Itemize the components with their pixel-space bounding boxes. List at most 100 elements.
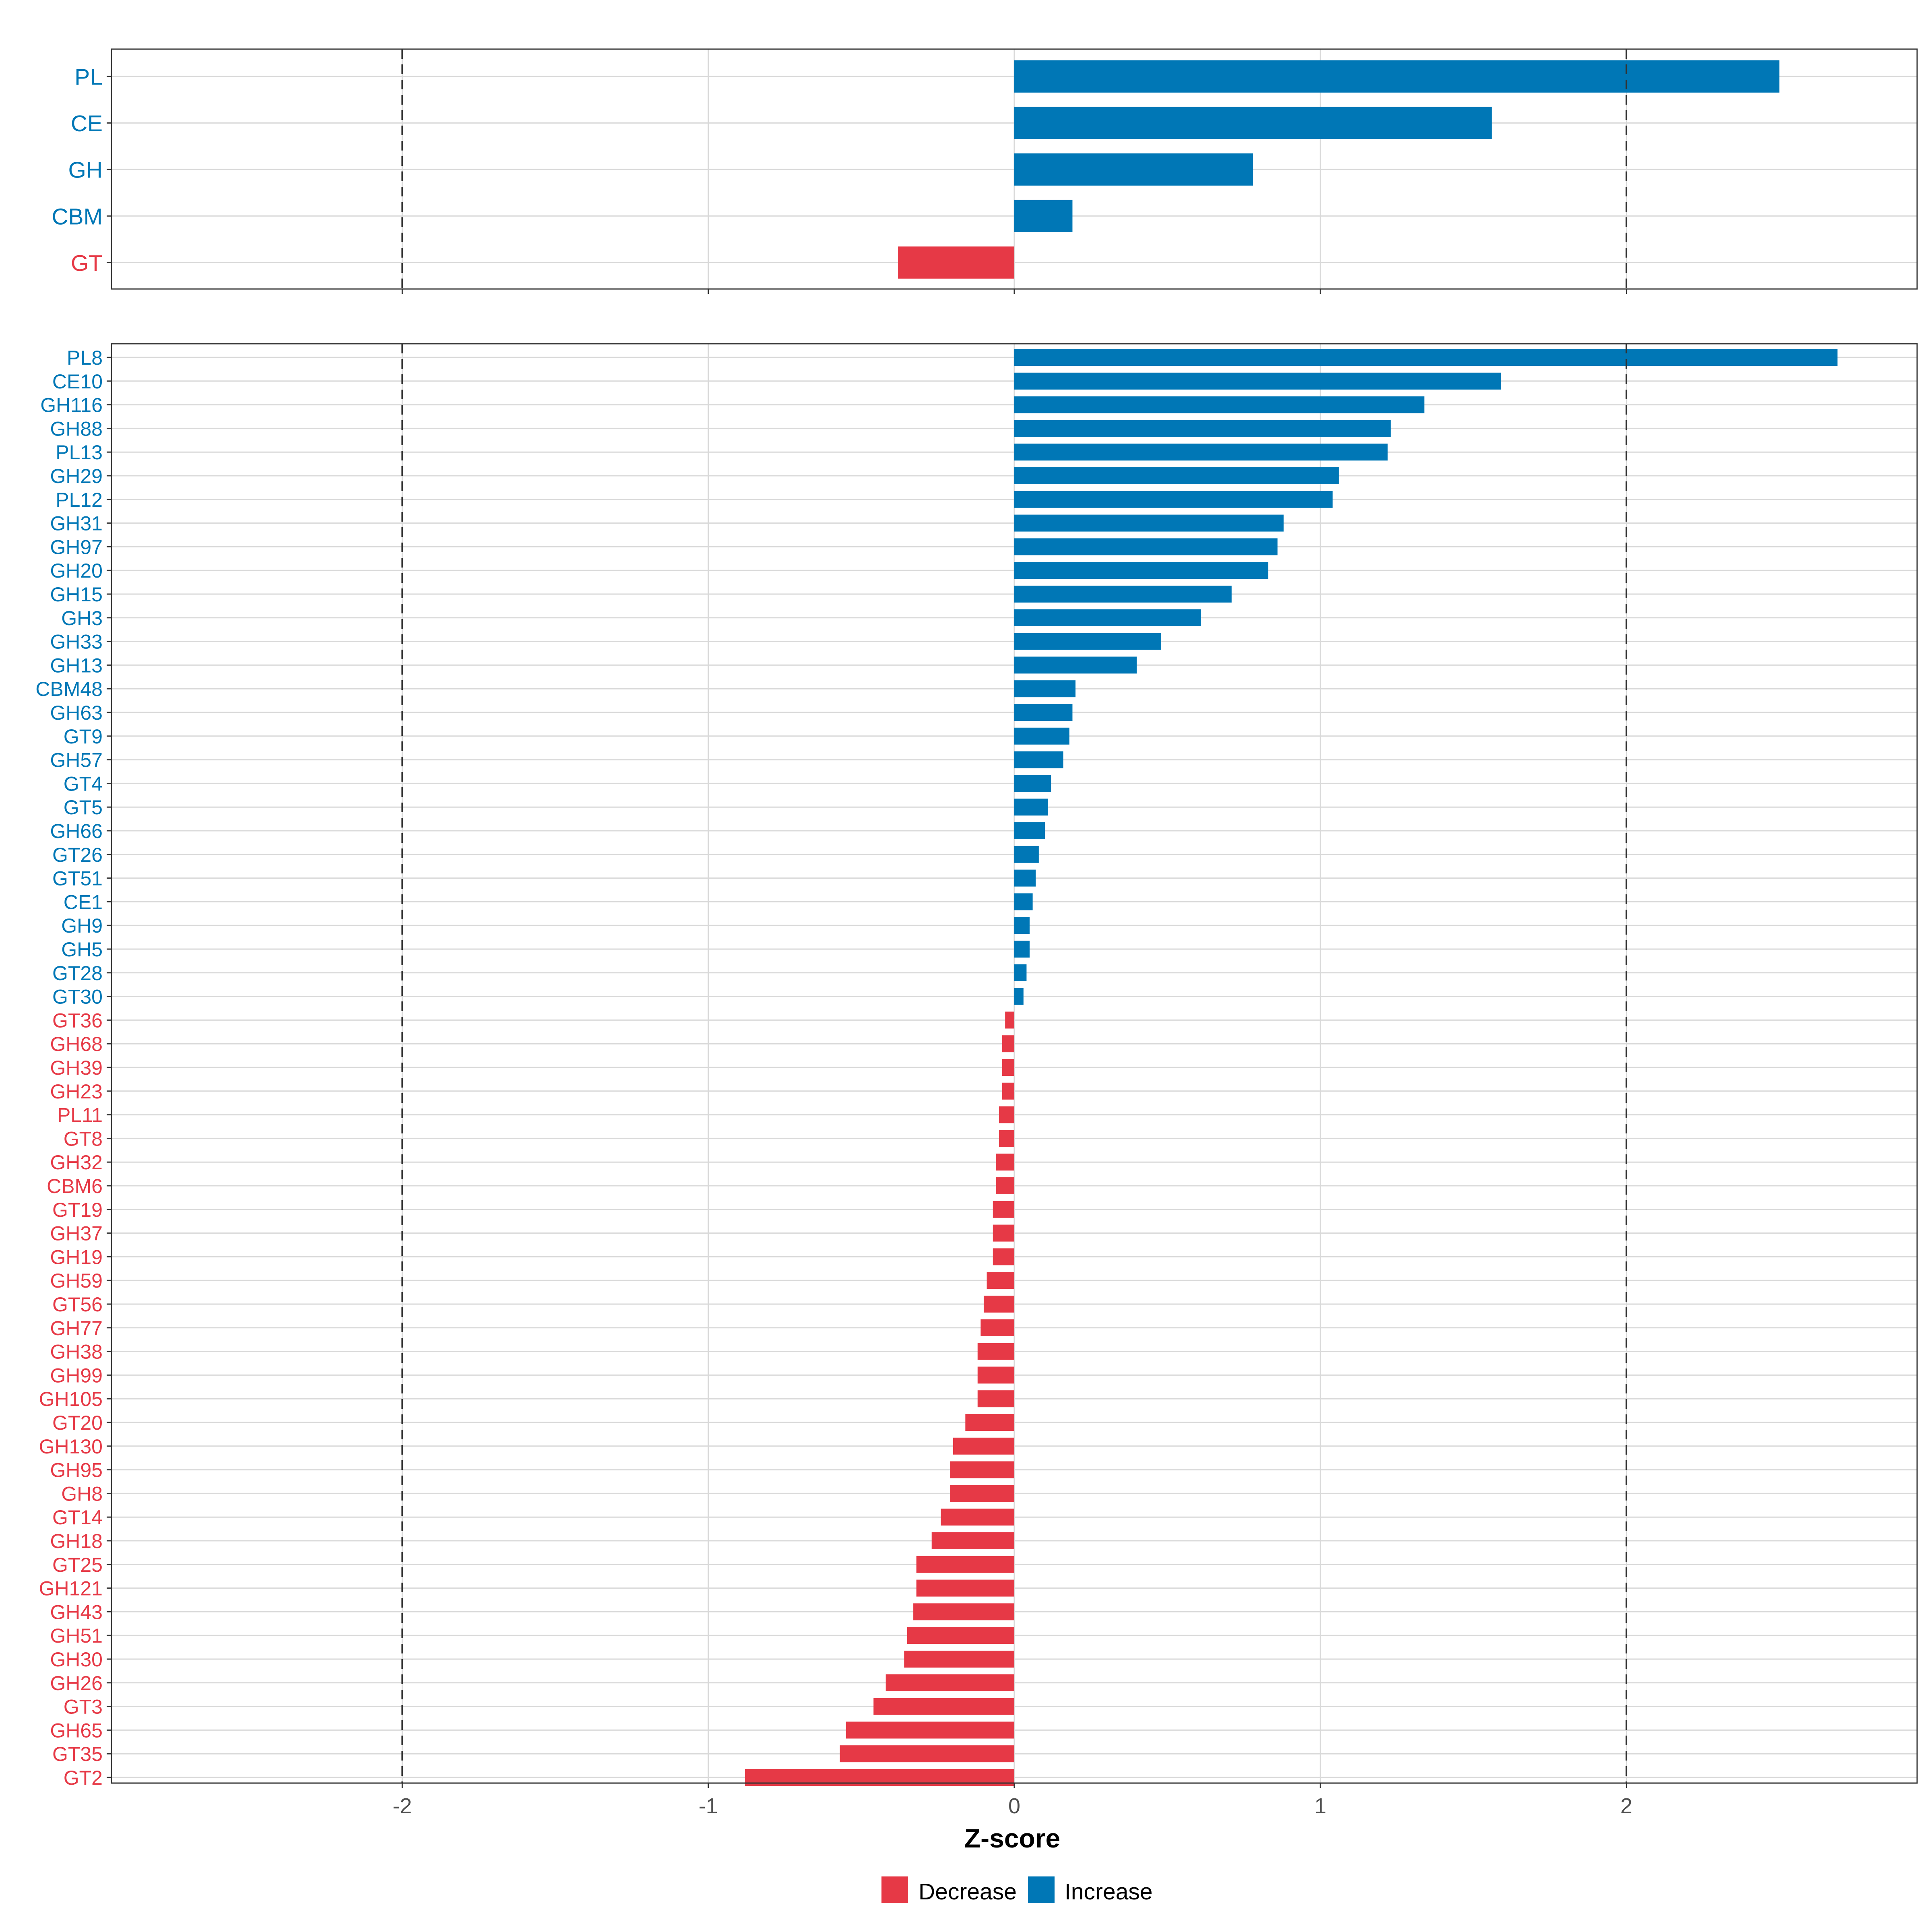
top-category-label: CE (71, 111, 103, 136)
x-tick-label: 2 (1620, 1794, 1633, 1818)
top-bar (1014, 107, 1492, 139)
bottom-category-label: GH5 (61, 938, 103, 961)
top-category-label: GH (68, 157, 103, 183)
bottom-category-label: CE10 (52, 370, 103, 393)
bottom-category-label: CE1 (64, 891, 103, 913)
bottom-bar (840, 1745, 1014, 1763)
bottom-bar (1002, 1082, 1014, 1100)
bottom-bar (1014, 562, 1269, 579)
bottom-panel: PL8CE10GH116GH88PL13GH29PL12GH31GH97GH20… (35, 343, 1918, 1789)
bottom-bar (953, 1437, 1014, 1455)
x-tick-label: -1 (699, 1794, 718, 1818)
bottom-bar (916, 1556, 1014, 1573)
top-panel: PL CE GH CBM GT (52, 48, 1918, 294)
bottom-bar (1014, 491, 1333, 508)
bottom-bar (996, 1154, 1014, 1171)
bottom-bar (1014, 822, 1045, 839)
bottom-bar (950, 1461, 1014, 1478)
x-tick-label: 0 (1008, 1794, 1020, 1818)
bottom-category-label: GH130 (39, 1435, 103, 1458)
bottom-category-label: GT19 (52, 1199, 103, 1221)
bottom-bar (1014, 704, 1073, 721)
bottom-bar (987, 1272, 1014, 1289)
bottom-category-label: GT25 (52, 1554, 103, 1576)
bottom-bar (846, 1721, 1014, 1739)
bottom-category-label: GT8 (64, 1127, 103, 1150)
bottom-category-label: GH57 (50, 749, 103, 772)
x-axis-label: Z-score (964, 1823, 1060, 1853)
bottom-bar (886, 1674, 1014, 1691)
bottom-category-label: CBM48 (35, 678, 103, 700)
bottom-category-label: GT3 (64, 1696, 103, 1718)
legend-label-increase: Increase (1065, 1879, 1153, 1905)
bottom-category-label: GH19 (50, 1246, 103, 1268)
bottom-bar (931, 1532, 1014, 1549)
bottom-bar (1014, 964, 1027, 981)
bottom-bar (983, 1296, 1014, 1313)
bottom-bar (977, 1366, 1014, 1384)
x-tick-label: -2 (392, 1794, 412, 1818)
bottom-category-label: GH9 (61, 914, 103, 937)
bottom-category-label: GH33 (50, 631, 103, 653)
bottom-bar (1014, 609, 1201, 626)
bottom-bar (1014, 680, 1076, 698)
bottom-bar (941, 1509, 1014, 1526)
bottom-category-label: GH77 (50, 1317, 103, 1340)
bottom-category-label: GT30 (52, 986, 103, 1008)
bottom-bar (1014, 941, 1030, 958)
bottom-bar (999, 1106, 1014, 1123)
bottom-bar (1014, 917, 1030, 934)
top-category-label: CBM (52, 204, 103, 229)
bottom-category-label: GH13 (50, 654, 103, 677)
bottom-bar (1014, 775, 1051, 792)
bottom-category-label: GH20 (50, 559, 103, 582)
bottom-bar (1014, 633, 1161, 650)
bottom-category-label: GH68 (50, 1033, 103, 1055)
bottom-category-label: PL8 (67, 347, 103, 369)
bottom-bar (980, 1319, 1014, 1336)
bottom-bar (916, 1579, 1014, 1597)
bottom-category-label: PL13 (56, 441, 103, 464)
top-bar (1014, 200, 1073, 232)
bottom-category-label: GH51 (50, 1624, 103, 1647)
bottom-bar (1014, 586, 1232, 603)
bottom-category-label: GH105 (39, 1388, 103, 1410)
bottom-bar (993, 1248, 1014, 1265)
bottom-category-label: PL12 (56, 489, 103, 511)
bottom-category-label: GH8 (61, 1482, 103, 1505)
bottom-category-label: GT36 (52, 1009, 103, 1032)
bottom-bar (1014, 656, 1137, 674)
bottom-bar (993, 1224, 1014, 1242)
bottom-category-label: GH29 (50, 465, 103, 487)
bottom-bar (1014, 988, 1024, 1005)
bottom-category-label: GH43 (50, 1601, 103, 1623)
bottom-bar (1002, 1035, 1014, 1053)
bottom-category-label: GH99 (50, 1364, 103, 1387)
bottom-bar (1014, 869, 1036, 887)
bottom-category-label: GT2 (64, 1767, 103, 1789)
bottom-bar (904, 1651, 1014, 1668)
bottom-category-label: GT26 (52, 844, 103, 866)
bottom-category-label: GH59 (50, 1269, 103, 1292)
legend: Decrease Increase (881, 1876, 1153, 1905)
bottom-category-label: GT28 (52, 962, 103, 985)
bottom-bar (977, 1343, 1014, 1360)
bottom-bar (1005, 1011, 1014, 1029)
top-bar (898, 246, 1014, 279)
bottom-category-label: GT20 (52, 1412, 103, 1434)
bottom-bar (1014, 727, 1069, 745)
bottom-category-label: GH23 (50, 1080, 103, 1103)
bottom-bar (1014, 751, 1063, 768)
bottom-bar (965, 1414, 1014, 1431)
bottom-category-label: GH97 (50, 536, 103, 558)
bottom-category-label: GH65 (50, 1719, 103, 1742)
bottom-bar (1014, 444, 1388, 461)
bottom-bar (1014, 349, 1838, 366)
bottom-bar (1014, 514, 1284, 532)
bottom-category-label: GH3 (61, 607, 103, 630)
bottom-category-label: GH30 (50, 1648, 103, 1671)
bottom-category-label: GH31 (50, 512, 103, 535)
bottom-category-label: CBM6 (47, 1175, 103, 1197)
bottom-bar (1014, 538, 1278, 555)
